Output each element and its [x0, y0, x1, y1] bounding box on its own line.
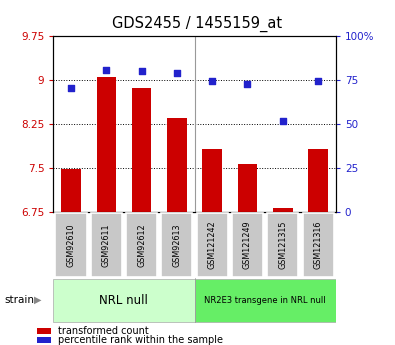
Bar	[273, 208, 293, 212]
Text: strain: strain	[4, 295, 34, 305]
Bar	[195, 279, 336, 322]
Bar	[96, 77, 116, 212]
Bar	[55, 213, 87, 277]
Bar	[303, 213, 334, 277]
Bar	[197, 213, 228, 277]
Point	[209, 78, 215, 83]
Text: GSM92612: GSM92612	[137, 223, 146, 267]
Text: GSM92611: GSM92611	[102, 223, 111, 267]
Point	[103, 67, 109, 72]
Bar	[61, 169, 81, 212]
Point	[174, 70, 180, 76]
Bar	[267, 213, 298, 277]
Bar	[308, 149, 328, 212]
Bar	[91, 213, 122, 277]
Text: percentile rank within the sample: percentile rank within the sample	[58, 335, 223, 345]
Bar	[126, 213, 157, 277]
Bar	[53, 279, 195, 322]
Text: GSM121316: GSM121316	[314, 221, 323, 269]
Bar	[132, 88, 151, 212]
Bar	[37, 328, 51, 334]
Bar	[167, 118, 186, 212]
Text: transformed count: transformed count	[58, 326, 149, 336]
Text: GDS2455 / 1455159_at: GDS2455 / 1455159_at	[113, 16, 282, 32]
Point	[280, 118, 286, 124]
Bar	[161, 213, 192, 277]
Text: GSM92613: GSM92613	[172, 223, 181, 267]
Text: GSM121242: GSM121242	[208, 221, 217, 269]
Bar	[232, 213, 263, 277]
Text: NR2E3 transgene in NRL null: NR2E3 transgene in NRL null	[204, 296, 326, 305]
Bar	[37, 337, 51, 343]
Bar	[203, 149, 222, 212]
Text: GSM121315: GSM121315	[278, 221, 287, 269]
Bar	[238, 164, 257, 212]
Point	[68, 85, 74, 91]
Text: GSM92610: GSM92610	[66, 223, 75, 267]
Text: GSM121249: GSM121249	[243, 221, 252, 269]
Point	[315, 78, 321, 83]
Text: NRL null: NRL null	[100, 294, 149, 307]
Point	[245, 81, 251, 87]
Text: ▶: ▶	[34, 295, 41, 305]
Point	[138, 68, 145, 73]
